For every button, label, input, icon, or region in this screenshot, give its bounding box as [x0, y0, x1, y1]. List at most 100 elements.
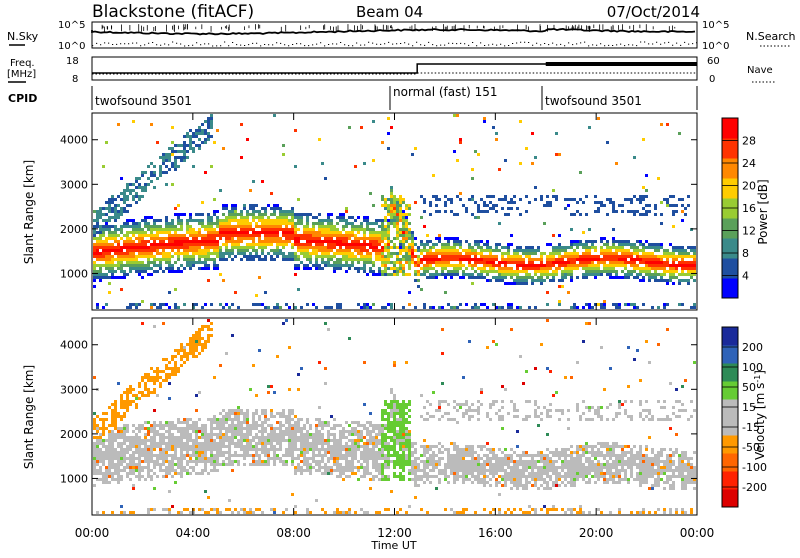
power-cell [627, 198, 630, 201]
power-cell [399, 207, 402, 210]
power-cell [399, 228, 402, 231]
velocity-cell [123, 442, 126, 445]
power-cell [105, 219, 108, 222]
power-cell [450, 252, 453, 255]
power-cell [525, 246, 528, 249]
power-cell [396, 234, 399, 237]
velocity-cell [168, 490, 171, 493]
power-cell [636, 276, 639, 279]
power-cell [567, 246, 570, 249]
velocity-cell [309, 427, 312, 430]
power-cell [570, 246, 573, 249]
power-cell [99, 246, 102, 249]
velocity-cell [273, 460, 276, 463]
velocity-cell [300, 448, 303, 451]
power-cell [612, 303, 615, 306]
power-cell [561, 285, 564, 288]
power-cell [561, 273, 564, 276]
power-cell [177, 237, 180, 240]
power-cell [375, 273, 378, 276]
power-cell [375, 249, 378, 252]
power-cell [690, 249, 693, 252]
power-cell [549, 204, 552, 207]
power-cell [654, 276, 657, 279]
power-cell [570, 270, 573, 273]
velocity-cell [324, 469, 327, 472]
power-cell [120, 198, 123, 201]
colorbar-tick-label: 4 [742, 270, 749, 283]
velocity-cell [288, 427, 291, 430]
power-cell [129, 267, 132, 270]
power-cell [333, 246, 336, 249]
power-cell [681, 219, 684, 222]
power-cell [441, 252, 444, 255]
velocity-cell [357, 430, 360, 433]
power-cell [153, 222, 156, 225]
power-cell [162, 246, 165, 249]
power-cell [408, 234, 411, 237]
power-cell [687, 270, 690, 273]
velocity-cell [165, 379, 168, 382]
velocity-cell [264, 412, 267, 415]
power-cell [453, 252, 456, 255]
velocity-cell [198, 508, 201, 511]
power-cell [297, 198, 300, 201]
velocity-cell [168, 436, 171, 439]
power-cell [282, 213, 285, 216]
power-cell [582, 201, 585, 204]
power-cell [636, 252, 639, 255]
power-cell [324, 225, 327, 228]
power-cell [579, 198, 582, 201]
velocity-cell [369, 442, 372, 445]
power-cell [351, 228, 354, 231]
velocity-cell [279, 457, 282, 460]
power-cell [669, 243, 672, 246]
power-cell [300, 306, 303, 309]
velocity-cell [219, 421, 222, 424]
power-cell [153, 243, 156, 246]
power-cell [633, 267, 636, 270]
velocity-cell [225, 352, 228, 355]
velocity-cell [318, 424, 321, 427]
power-cell [543, 279, 546, 282]
velocity-cell [102, 463, 105, 466]
power-cell [672, 204, 675, 207]
power-cell [219, 237, 222, 240]
velocity-cell [114, 451, 117, 454]
velocity-cell [186, 442, 189, 445]
velocity-cell [129, 385, 132, 388]
power-cell [336, 306, 339, 309]
velocity-cell [225, 418, 228, 421]
power-cell [162, 303, 165, 306]
velocity-cell [207, 460, 210, 463]
velocity-cell [135, 433, 138, 436]
power-cell [444, 237, 447, 240]
power-cell [297, 240, 300, 243]
velocity-cell [171, 442, 174, 445]
power-cell [276, 252, 279, 255]
velocity-cell [138, 454, 141, 457]
velocity-cell [231, 418, 234, 421]
velocity-cell [141, 460, 144, 463]
power-cell [513, 255, 516, 258]
power-cell [231, 234, 234, 237]
power-cell [636, 267, 639, 270]
power-cell [183, 303, 186, 306]
velocity-cell [255, 460, 258, 463]
power-cell [666, 270, 669, 273]
velocity-cell [153, 421, 156, 424]
power-cell [561, 246, 564, 249]
power-cell [291, 213, 294, 216]
velocity-cell [129, 400, 132, 403]
power-cell [387, 249, 390, 252]
velocity-cell [120, 442, 123, 445]
power-cell [123, 240, 126, 243]
velocity-cell [201, 472, 204, 475]
power-cell [189, 225, 192, 228]
velocity-cell [210, 469, 213, 472]
power-cell [531, 276, 534, 279]
velocity-cell [141, 379, 144, 382]
power-cell [492, 303, 495, 306]
velocity-cell [219, 430, 222, 433]
velocity-cell [225, 433, 228, 436]
